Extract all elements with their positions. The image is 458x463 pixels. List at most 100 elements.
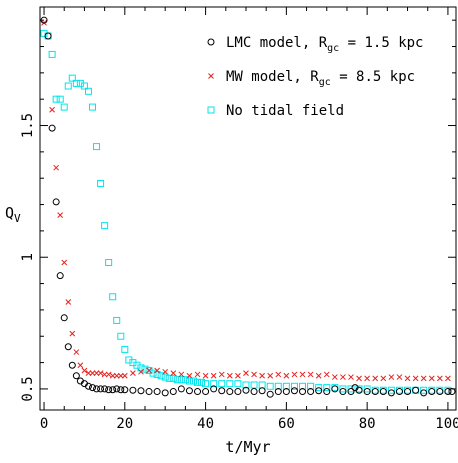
data-point-square [52, 95, 60, 103]
data-point-square [97, 179, 105, 187]
data-point-circle [72, 372, 80, 380]
data-point-x [138, 368, 144, 375]
data-point-x [226, 372, 233, 379]
data-point-square [84, 87, 92, 95]
legend-label-suffix: = 1.5 kpc [339, 35, 423, 51]
series-x [41, 19, 451, 382]
data-point-square [307, 382, 315, 390]
data-point-x [348, 374, 354, 380]
legend-marker-square [207, 106, 215, 114]
data-point-square [173, 376, 181, 384]
data-point-x [428, 375, 435, 382]
data-point-square [161, 373, 169, 381]
legend-label: No tidal field [226, 103, 344, 119]
data-point-x [194, 371, 201, 378]
data-point-circle [274, 388, 282, 396]
legend-label: LMC model, Rgc = 1.5 kpc [226, 35, 424, 54]
data-point-circle [60, 314, 68, 322]
data-point-square [109, 293, 117, 301]
data-point-x [53, 164, 60, 171]
data-point-square [48, 50, 56, 58]
data-point-circle [363, 388, 371, 396]
data-point-square [299, 382, 307, 390]
data-point-square [315, 384, 323, 392]
data-point-square [117, 332, 125, 340]
data-point-circle [436, 388, 444, 396]
legend-label-sub: gc [327, 43, 339, 54]
x-tick-label: 60 [278, 416, 295, 432]
data-point-circle [404, 388, 412, 396]
data-point-square [165, 374, 173, 382]
data-point-square [181, 376, 189, 384]
data-point-x [202, 372, 209, 379]
data-point-x [146, 367, 152, 374]
data-point-circle [266, 390, 274, 398]
data-point-circle [40, 16, 48, 24]
data-point-circle [89, 384, 97, 392]
data-point-square [234, 380, 242, 388]
y-axis-label-main: Q [5, 204, 14, 222]
data-point-square [80, 82, 88, 90]
data-point-square [202, 380, 210, 388]
data-point-circle [290, 387, 298, 395]
data-point-circle [258, 387, 266, 395]
plot-frame [39, 6, 457, 411]
data-point-x [243, 370, 249, 376]
data-point-circle [129, 386, 137, 394]
data-point-square [282, 382, 290, 390]
x-tick-label: 20 [116, 416, 133, 432]
data-point-circle [117, 386, 125, 394]
legend-label-main: MW model, R [226, 69, 319, 85]
x-axis-label: t/Myr [225, 438, 270, 456]
data-point-square [153, 370, 161, 378]
data-point-x [331, 374, 338, 380]
data-point-circle [97, 385, 105, 393]
data-point-square [194, 378, 202, 386]
legend-label-suffix: = 8.5 kpc [331, 69, 415, 85]
data-point-x [307, 371, 314, 378]
legend-label-main: LMC model, R [226, 35, 328, 51]
data-point-square [387, 386, 395, 394]
data-point-circle [347, 388, 355, 396]
data-point-circle [202, 388, 210, 396]
data-point-x [412, 375, 419, 382]
data-point-square [323, 384, 331, 392]
data-point-circle [177, 385, 185, 393]
data-point-square [149, 369, 157, 377]
data-point-x [97, 370, 104, 376]
data-point-circle [428, 388, 436, 396]
data-point-square [121, 345, 129, 353]
data-point-square [274, 382, 282, 390]
data-point-x [210, 372, 217, 379]
data-point-square [64, 82, 72, 90]
data-point-x [323, 371, 330, 378]
data-point-circle [379, 388, 387, 396]
data-point-square [137, 364, 145, 372]
data-point-circle [52, 198, 60, 206]
data-point-circle [242, 386, 250, 394]
data-point-circle [395, 388, 403, 396]
data-point-square [347, 385, 355, 393]
data-point-circle [218, 387, 226, 395]
x-tick-label: 40 [197, 416, 214, 432]
data-point-square [56, 95, 64, 103]
data-point-x [130, 370, 136, 376]
data-point-x [299, 371, 306, 378]
data-point-square [113, 316, 121, 324]
data-point-circle [371, 388, 379, 396]
data-point-x [105, 371, 112, 378]
data-point-circle [355, 386, 363, 394]
data-point-square [101, 222, 109, 230]
data-point-circle [234, 388, 242, 396]
legend-label: MW model, Rgc = 8.5 kpc [226, 69, 415, 88]
data-point-square [242, 381, 250, 389]
data-point-square [185, 377, 193, 385]
data-point-x [73, 349, 80, 355]
data-point-x [445, 375, 451, 382]
data-point-circle [339, 388, 347, 396]
data-point-x [218, 371, 225, 378]
data-point-circle [68, 361, 76, 369]
data-point-square [189, 377, 197, 385]
x-tick-label: 0 [40, 416, 48, 432]
